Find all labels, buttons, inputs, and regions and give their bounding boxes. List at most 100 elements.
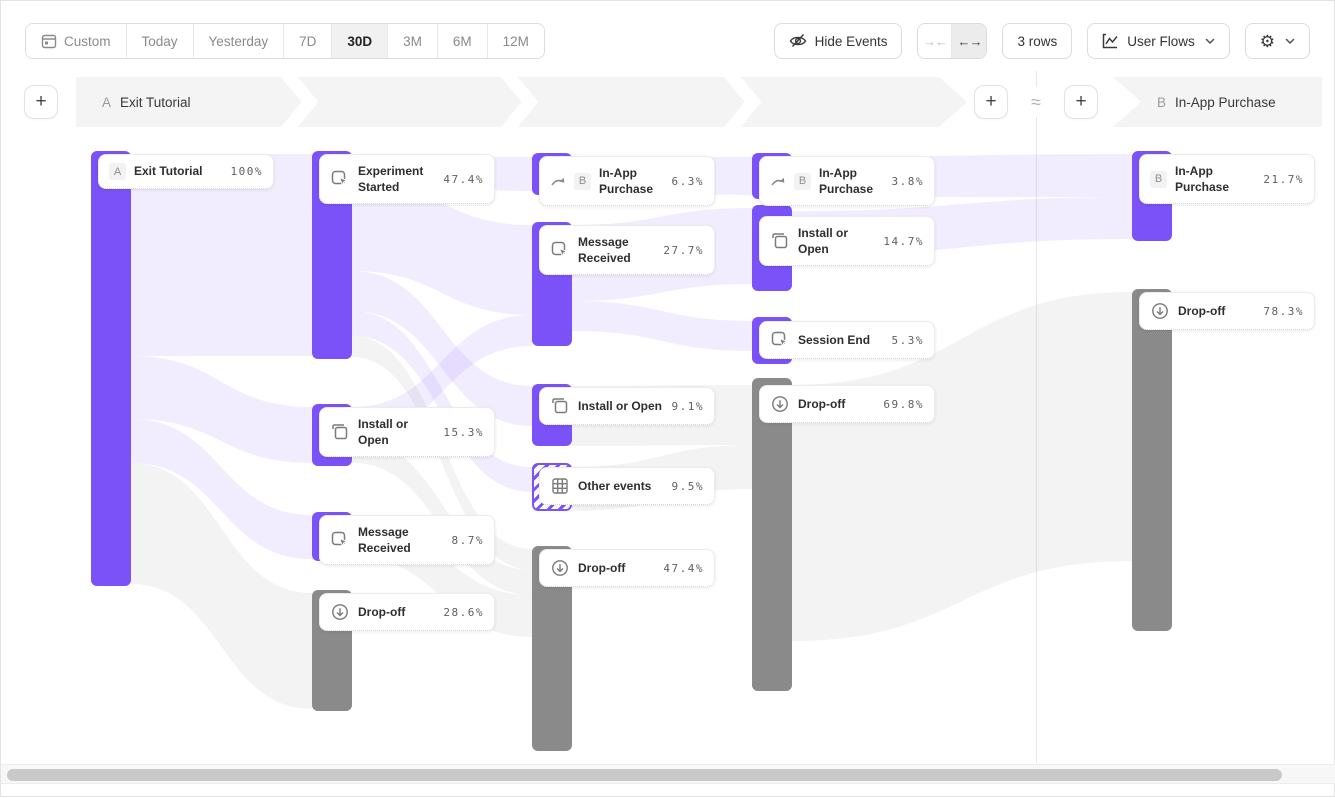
node-title: Experiment Started [358,164,424,195]
node-title: Exit Tutorial [134,164,203,179]
chart-type-label: User Flows [1127,33,1195,49]
node-card-install-or-open-2[interactable]: Install or Open 15.3% [319,407,495,458]
node-card-dropoff-2[interactable]: Drop-off 28.6% [319,593,495,631]
toolbar: Custom Today Yesterday 7D 30D 3M 6M 12M … [25,23,1310,59]
flow-bar-dropoff-4[interactable] [752,378,792,691]
node-value: 47.4% [663,561,704,575]
settings-dropdown[interactable]: ⚙ [1244,23,1310,59]
date-range-today[interactable]: Today [126,24,194,58]
node-card-in-app-purchase-3[interactable]: B In-App Purchase 6.3% [539,156,715,207]
dropoff-icon [332,604,348,620]
node-title: Message Received [578,235,631,266]
node-title: Message Received [358,525,411,556]
squares-icon [552,398,568,414]
experiment-icon [551,241,569,258]
node-value: 6.3% [671,174,704,188]
chevron-down-icon [1205,38,1215,44]
flow-b-title: In-App Purchase [1175,94,1276,110]
node-title: Install or Open [578,398,663,413]
node-title: Other events [578,478,652,493]
node-card-other-events-3[interactable]: Other events 9.5% [539,467,715,505]
node-card-session-end-4[interactable]: Session End 5.3% [759,321,935,359]
node-title: In-App Purchase [1175,164,1230,195]
node-card-experiment-started[interactable]: Experiment Started 47.4% [319,154,495,205]
node-card-install-or-open-4[interactable]: Install or Open 14.7% [759,216,935,267]
node-value: 9.1% [671,399,704,413]
expand-columns-icon[interactable]: ←→ [952,24,987,58]
node-title: Drop-off [1178,303,1226,318]
node-title: Session End [798,332,871,347]
grid-icon [552,478,568,494]
date-range-yesterday[interactable]: Yesterday [193,24,285,58]
redo-arrow-icon [771,177,785,186]
node-title: Drop-off [578,560,626,575]
node-value: 28.6% [443,605,484,619]
node-card-dropoff-b[interactable]: Drop-off 78.3% [1139,292,1315,330]
node-card-dropoff-4[interactable]: Drop-off 69.8% [759,385,935,423]
node-value: 5.3% [891,333,924,347]
approx-symbol: ≈ [1023,87,1049,117]
flow-b-header[interactable]: B In-App Purchase [1113,77,1322,127]
horizontal-scrollbar-thumb[interactable] [7,769,1282,781]
chevron-down-icon [1285,38,1295,44]
date-range-7d[interactable]: 7D [284,24,333,58]
node-card-message-received-2[interactable]: Message Received 8.7% [319,515,495,566]
date-range-3m[interactable]: 3M [388,24,438,58]
series-b-badge: B [1150,170,1167,188]
hide-events-label: Hide Events [814,33,888,49]
node-card-install-or-open-3[interactable]: Install or Open 9.1% [539,387,715,425]
series-b-badge: B [574,172,591,190]
node-title: Install or Open [358,417,409,448]
horizontal-scrollbar[interactable] [1,764,1335,784]
date-range-group: Custom Today Yesterday 7D 30D 3M 6M 12M [25,23,545,59]
add-step-button-left[interactable]: + [24,85,58,119]
eye-off-icon [789,34,806,47]
node-card-exit-tutorial[interactable]: A Exit Tutorial 100% [98,154,274,189]
flow-a-letter: A [102,94,112,110]
node-value: 15.3% [443,425,484,439]
squares-icon [772,233,788,249]
redo-arrow-icon [551,177,565,186]
date-range-custom[interactable]: Custom [26,24,127,58]
node-value: 27.7% [663,243,704,257]
date-range-6m[interactable]: 6M [437,24,488,58]
collapse-columns-icon[interactable]: →← [918,24,953,58]
hide-events-button[interactable]: Hide Events [773,23,903,59]
experiment-icon [331,170,349,187]
node-value: 47.4% [443,172,484,186]
node-card-dropoff-3[interactable]: Drop-off 47.4% [539,549,715,587]
add-step-button-a-end[interactable]: + [974,85,1008,119]
node-value: 100% [230,165,263,178]
node-value: 69.8% [883,397,924,411]
node-value: 14.7% [883,234,924,248]
gear-icon: ⚙ [1259,31,1275,51]
experiment-icon [771,331,789,348]
node-title: Drop-off [798,396,846,411]
date-range-12m[interactable]: 12M [487,24,544,58]
width-toggle-group: →← ←→ [917,23,988,59]
flow-b-letter: B [1157,94,1167,110]
dropoff-icon [772,396,788,412]
calendar-icon [41,34,57,49]
flow-bar-exit-tutorial[interactable] [91,151,131,586]
node-card-message-received-3[interactable]: Message Received 27.7% [539,225,715,276]
chart-type-dropdown[interactable]: User Flows [1087,23,1230,59]
node-value: 3.8% [891,174,924,188]
node-card-in-app-purchase-b[interactable]: B In-App Purchase 21.7% [1139,154,1315,205]
dropoff-icon [1152,303,1168,319]
flow-a-title: Exit Tutorial [120,94,191,110]
rows-button[interactable]: 3 rows [1002,23,1073,59]
flow-a-label: A Exit Tutorial [102,95,191,110]
flows-divider [1036,71,1037,763]
date-range-30d[interactable]: 30D [332,24,389,58]
node-value: 9.5% [671,479,704,493]
node-value: 8.7% [451,533,484,547]
node-title: In-App Purchase [819,166,874,197]
flow-bar-dropoff-b[interactable] [1132,289,1172,631]
add-step-button-b-start[interactable]: + [1064,85,1098,119]
node-title: In-App Purchase [599,166,654,197]
node-value: 78.3% [1263,304,1304,318]
node-card-in-app-purchase-4[interactable]: B In-App Purchase 3.8% [759,156,935,207]
node-title: Install or Open [798,226,849,257]
